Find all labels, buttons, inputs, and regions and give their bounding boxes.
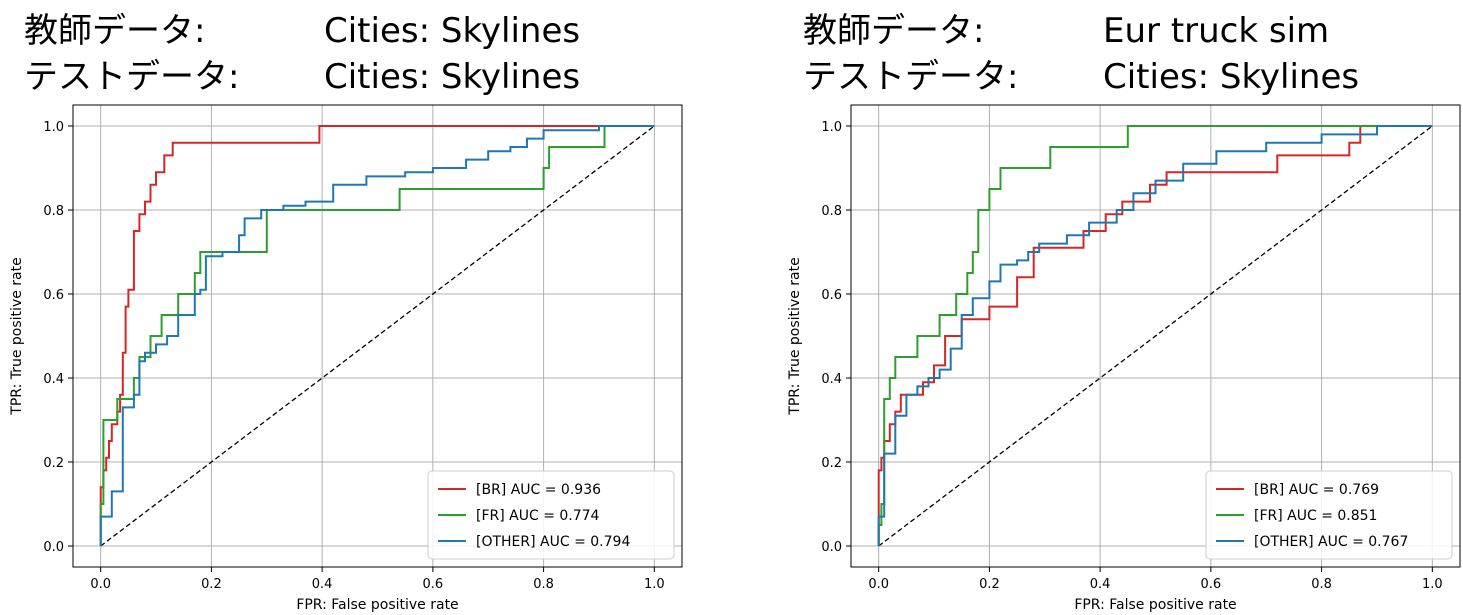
x-axis-label: FPR: False positive rate: [1074, 597, 1236, 613]
axes-frame: [72, 104, 683, 568]
x-tick-label: 0.2: [201, 577, 222, 592]
y-axis-label: TPR: True positive rate: [9, 257, 25, 415]
roc-chart-right: 0.0 0.2 0.4 0.6 0.8 1.0 0.0 0.2 0.4 0.6 0.8 1.0 FPR:…: [787, 104, 1461, 613]
roc-chart-left: 0.0 0.2 0.4 0.6 0.8 1.0 0.0 0.2 0.4 0.6 0.8 1.0 FPR:…: [9, 104, 683, 613]
test-data-value: Cities: Skylines: [324, 57, 581, 97]
x-tick-label: 0.8: [533, 577, 554, 592]
x-tick-label: 0.2: [979, 577, 1000, 592]
x-tick-label: 0.0: [90, 577, 111, 592]
train-data-label: 教師データ:: [803, 11, 985, 51]
roc-panel-right: 教師データ: Eur truck sim テストデータ: Cities: Sky…: [731, 0, 1462, 615]
x-tick-label: 0.4: [312, 577, 333, 592]
x-tick-label: 0.4: [1090, 577, 1111, 592]
y-tick-label: 0.0: [821, 540, 842, 555]
y-tick-label: 0.2: [43, 456, 64, 471]
x-axis-label: FPR: False positive rate: [296, 597, 458, 613]
legend-box: [1205, 470, 1453, 560]
roc-curve-series-0: [877, 125, 1433, 546]
y-tick-label: 1.0: [821, 120, 842, 135]
roc-curve-series-2: [99, 125, 655, 546]
legend-box: [427, 470, 675, 560]
test-data-value: Cities: Skylines: [1103, 57, 1360, 97]
y-tick-label: 0.6: [821, 288, 842, 303]
legend-entry: [FR] AUC = 0.851: [1254, 508, 1377, 524]
legend-entry: [BR] AUC = 0.769: [1254, 482, 1379, 498]
train-data-value: Cities: Skylines: [324, 11, 581, 51]
y-tick-label: 0.0: [43, 540, 64, 555]
legend-entry: [BR] AUC = 0.936: [476, 482, 601, 498]
roc-curve-series-0: [99, 125, 655, 546]
roc-curve-series-1: [877, 125, 1433, 546]
x-tick-label: 0.6: [1201, 577, 1222, 592]
y-tick-label: 0.4: [821, 372, 842, 387]
x-tick-label: 1.0: [644, 577, 665, 592]
train-data-label: 教師データ:: [24, 11, 206, 51]
y-tick-label: 0.8: [43, 204, 64, 219]
chance-diagonal-line: [100, 125, 655, 547]
legend-entry: [OTHER] AUC = 0.794: [476, 534, 630, 550]
test-data-label: テストデータ:: [24, 57, 240, 97]
x-tick-label: 0.8: [1311, 577, 1332, 592]
roc-curve-series-2: [877, 125, 1433, 546]
x-tick-label: 0.0: [868, 577, 889, 592]
y-tick-label: 1.0: [43, 120, 64, 135]
y-tick-label: 0.6: [43, 288, 64, 303]
legend-entry: [OTHER] AUC = 0.767: [1254, 534, 1408, 550]
test-data-label: テストデータ:: [803, 57, 1019, 97]
roc-panel-left: 教師データ: Cities: Skylines テストデータ: Cities: …: [0, 0, 731, 615]
y-tick-label: 0.8: [821, 204, 842, 219]
chance-diagonal-line: [878, 125, 1433, 547]
x-tick-label: 1.0: [1422, 577, 1443, 592]
axes-frame: [850, 104, 1461, 568]
legend-entry: [FR] AUC = 0.774: [476, 508, 600, 524]
y-tick-label: 0.4: [43, 372, 64, 387]
train-data-value: Eur truck sim: [1103, 11, 1330, 51]
y-axis-label: TPR: True positive rate: [787, 257, 803, 415]
roc-curve-series-1: [99, 125, 655, 546]
y-tick-label: 0.2: [821, 456, 842, 471]
x-tick-label: 0.6: [423, 577, 444, 592]
